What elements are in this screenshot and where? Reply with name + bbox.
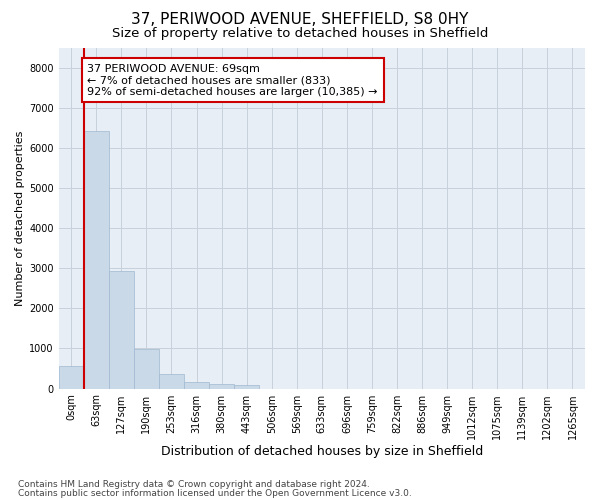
Text: Contains HM Land Registry data © Crown copyright and database right 2024.: Contains HM Land Registry data © Crown c… [18,480,370,489]
Text: 37, PERIWOOD AVENUE, SHEFFIELD, S8 0HY: 37, PERIWOOD AVENUE, SHEFFIELD, S8 0HY [131,12,469,28]
X-axis label: Distribution of detached houses by size in Sheffield: Distribution of detached houses by size … [161,444,483,458]
Bar [109,272,134,388]
Bar [59,366,84,388]
Bar [84,131,109,388]
Bar [159,374,184,388]
Y-axis label: Number of detached properties: Number of detached properties [15,130,25,306]
Text: Size of property relative to detached houses in Sheffield: Size of property relative to detached ho… [112,28,488,40]
Bar [234,386,259,388]
Text: Contains public sector information licensed under the Open Government Licence v3: Contains public sector information licen… [18,488,412,498]
Bar [209,384,234,388]
Text: 37 PERIWOOD AVENUE: 69sqm
← 7% of detached houses are smaller (833)
92% of semi-: 37 PERIWOOD AVENUE: 69sqm ← 7% of detach… [88,64,378,97]
Bar [184,382,209,388]
Bar [134,349,159,389]
